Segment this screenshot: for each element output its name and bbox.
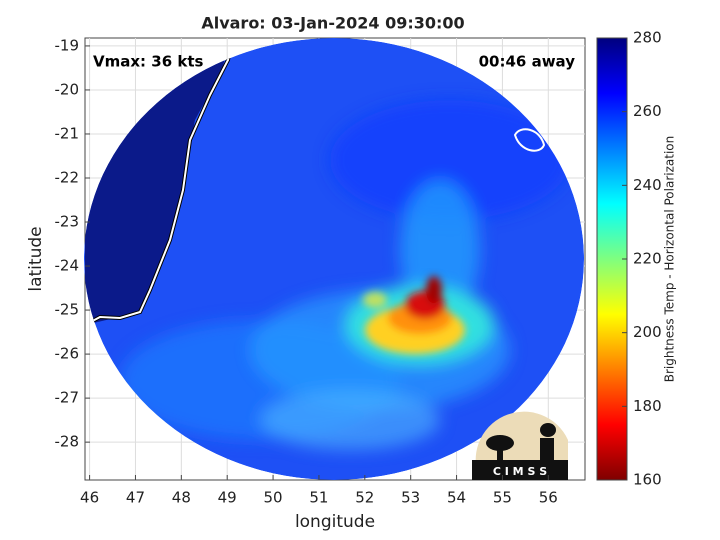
x-tick-label: 49 [218, 489, 237, 507]
y-tick-label: -20 [55, 80, 80, 98]
colorbar-label: Brightness Temp - Horizontal Polarizatio… [663, 136, 677, 383]
x-axis-label: longitude [295, 512, 375, 532]
cimss-logo: C I M S S [472, 411, 568, 480]
y-tick-label: -23 [55, 213, 80, 231]
y-tick-label: -28 [55, 433, 80, 451]
y-axis-label: latitude [26, 226, 46, 291]
x-tick-label: 56 [539, 489, 558, 507]
x-tick-label: 47 [126, 489, 145, 507]
colorbar-tick-label: 200 [633, 323, 662, 341]
colorbar-tick-label: 260 [633, 102, 662, 120]
y-tick-label: -25 [55, 301, 80, 319]
x-tick-label: 55 [493, 489, 512, 507]
colorbar-tick-label: 180 [633, 397, 662, 415]
colorbar-tick-label: 240 [633, 176, 662, 194]
y-tick-label: -27 [55, 389, 80, 407]
y-tick-label: -24 [55, 257, 80, 275]
y-tick-label: -21 [55, 124, 80, 142]
y-tick-label: -19 [55, 36, 80, 54]
annotation: Vmax: 36 kts [93, 53, 203, 71]
chart-title: Alvaro: 03-Jan-2024 09:30:00 [201, 14, 464, 33]
x-tick-label: 48 [172, 489, 191, 507]
logo-text: C I M S S [493, 465, 547, 478]
colorbar-tick-label: 160 [633, 471, 662, 489]
colorbar-tick-label: 280 [633, 29, 662, 47]
x-tick-label: 50 [264, 489, 283, 507]
x-tick-label: 54 [447, 489, 466, 507]
annotation: 00:46 away [479, 53, 576, 71]
x-tick-label: 52 [355, 489, 374, 507]
y-tick-label: -26 [55, 345, 80, 363]
x-tick-label: 53 [401, 489, 420, 507]
x-tick-label: 46 [80, 489, 99, 507]
satellite-image [84, 38, 584, 480]
x-tick-label: 51 [309, 489, 328, 507]
colorbar-tick-label: 220 [633, 250, 662, 268]
y-tick-label: -22 [55, 168, 80, 186]
